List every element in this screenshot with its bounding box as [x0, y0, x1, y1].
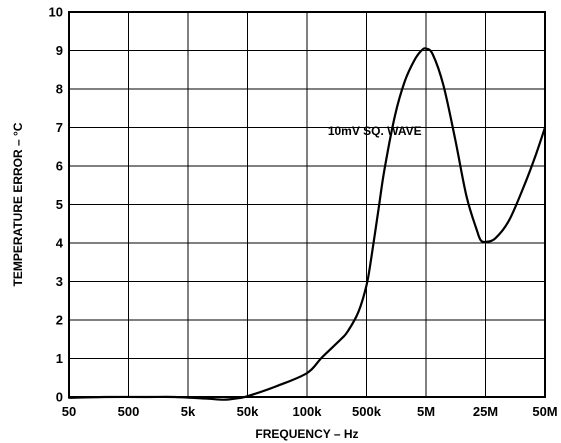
- x-tick-label: 500: [118, 404, 140, 419]
- x-tick-label: 50: [62, 404, 76, 419]
- y-tick-label: 6: [56, 159, 63, 174]
- data-series: [67, 47, 547, 401]
- y-tick-label: 7: [56, 120, 63, 135]
- x-tick-label: 50k: [237, 404, 259, 419]
- y-tick-label: 10: [49, 5, 63, 20]
- plot-frame: [68, 11, 546, 398]
- x-tick-label: 50M: [532, 404, 557, 419]
- y-tick-label: 5: [56, 197, 63, 212]
- y-tick-label: 8: [56, 82, 63, 97]
- y-tick-label: 4: [56, 236, 64, 251]
- y-tick-label: 0: [56, 390, 63, 405]
- y-tick-label: 3: [56, 274, 63, 289]
- x-axis-title: FREQUENCY – Hz: [255, 427, 358, 441]
- y-tick-label: 1: [56, 351, 63, 366]
- y-axis-title: TEMPERATURE ERROR – °C: [11, 122, 25, 286]
- x-tick-label: 5M: [417, 404, 435, 419]
- x-tick-label: 500k: [352, 404, 382, 419]
- y-tick-label: 9: [56, 43, 63, 58]
- x-tick-label: 25M: [473, 404, 498, 419]
- y-tick-labels: 0 1 2 3 4 5 6 7 8 9 10: [49, 5, 64, 405]
- x-tick-label: 100k: [293, 404, 323, 419]
- series-line: [67, 47, 547, 401]
- y-tick-label: 2: [56, 313, 63, 328]
- x-tick-labels: 50 500 5k 50k 100k 500k 5M 25M 50M: [62, 404, 558, 419]
- annotation-label: 10mV SQ. WAVE: [328, 124, 422, 138]
- x-tick-label: 5k: [181, 404, 196, 419]
- grid: [68, 11, 546, 398]
